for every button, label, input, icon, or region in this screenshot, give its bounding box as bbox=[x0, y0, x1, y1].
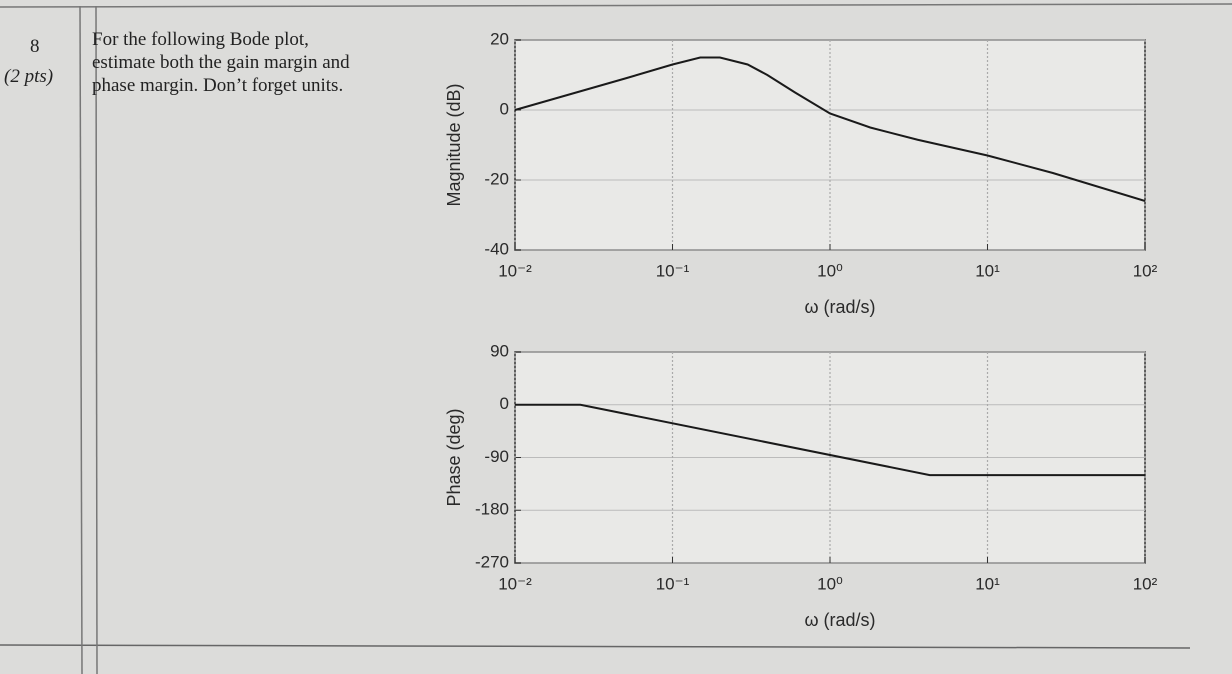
x-tick-label: 10¹ bbox=[975, 574, 1000, 593]
table-rule bbox=[79, 5, 83, 674]
text-line: For the following Bode plot, bbox=[92, 29, 309, 50]
text-line: estimate both the gain margin and bbox=[92, 52, 350, 73]
x-tick-label: 10⁻² bbox=[498, 261, 532, 280]
x-tick-label: 10² bbox=[1133, 574, 1158, 593]
y-tick-label: -270 bbox=[475, 552, 509, 571]
y-tick-label: 0 bbox=[500, 99, 509, 118]
x-tick-label: 10² bbox=[1133, 261, 1158, 280]
text-line: phase margin. Don’t forget units. bbox=[92, 75, 344, 96]
data-line bbox=[515, 403, 1145, 477]
x-axis-label: ω (rad/s) bbox=[804, 610, 875, 630]
table-rule bbox=[0, 644, 1191, 649]
x-tick-label: 10⁻² bbox=[498, 574, 532, 593]
y-axis-label: Phase (deg) bbox=[444, 408, 464, 506]
data-line bbox=[514, 56, 1146, 202]
x-tick-label: 10⁰ bbox=[817, 261, 843, 280]
x-tick-label: 10¹ bbox=[975, 261, 1000, 280]
y-tick-label: 0 bbox=[500, 394, 509, 413]
y-tick-label: -20 bbox=[484, 169, 509, 188]
y-tick-label: -90 bbox=[484, 447, 509, 466]
y-axis-label: Magnitude (dB) bbox=[444, 83, 464, 206]
y-tick-label: -180 bbox=[475, 500, 509, 519]
question-points: (2 pts) bbox=[4, 66, 54, 87]
x-axis-label: ω (rad/s) bbox=[804, 297, 875, 317]
y-tick-label: -40 bbox=[484, 239, 509, 258]
x-tick-label: 10⁰ bbox=[817, 574, 843, 593]
table-rule bbox=[0, 3, 1232, 8]
y-tick-label: 90 bbox=[490, 341, 509, 360]
table-rule bbox=[95, 5, 98, 674]
question-text: For the following Bode plot, estimate bo… bbox=[92, 28, 350, 97]
question-number: 8 bbox=[30, 36, 40, 57]
x-tick-label: 10⁻¹ bbox=[656, 261, 690, 280]
plots: -40 -20 0 20 10⁻² 10⁻¹ 10⁰ 10¹ 10² ω (rad/s) Magni… bbox=[444, 29, 1158, 629]
y-tick-label: 20 bbox=[490, 29, 509, 48]
x-tick-label: 10⁻¹ bbox=[656, 574, 690, 593]
